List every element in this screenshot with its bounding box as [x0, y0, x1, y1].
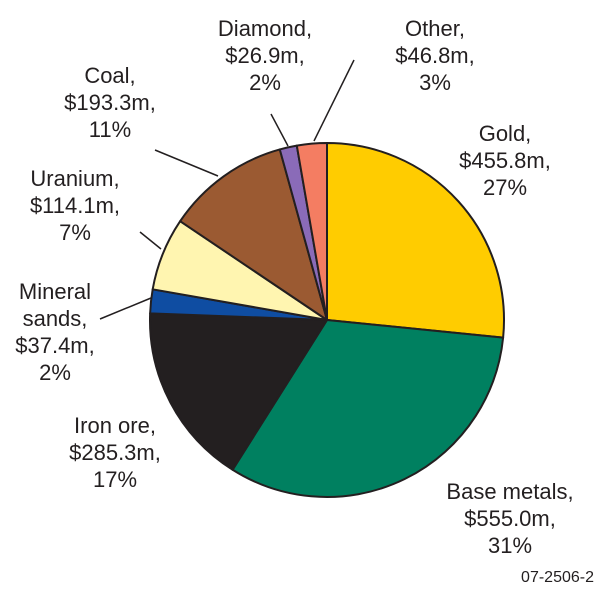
slice-label: Uranium, $114.1m, 7% [0, 165, 155, 246]
leader-line [313, 59, 355, 142]
value-label: $37.4m, [15, 333, 95, 358]
share-label: 2% [39, 360, 71, 385]
slice-label: Coal, $193.3m, 11% [30, 62, 190, 143]
pie-wedge [326, 142, 505, 339]
value-label: $455.8m, [459, 148, 551, 173]
category-label: Diamond, [217, 16, 313, 41]
wedges [149, 142, 505, 498]
leader-line [99, 297, 152, 320]
leader-line [270, 113, 289, 147]
value-label: $26.9m, [225, 43, 305, 68]
value-label: $46.8m, [395, 43, 475, 68]
slice-label: Iron ore, $285.3m, 17% [25, 412, 205, 493]
leader-line [154, 149, 219, 177]
category-label: Iron ore, [74, 413, 156, 438]
pie-wedge [149, 312, 328, 471]
leader-line [139, 231, 162, 250]
slice-label: Other, $46.8m, 3% [355, 15, 515, 96]
slice-label: Gold, $455.8m, 27% [415, 120, 595, 201]
category-label: Gold, [478, 121, 532, 146]
value-label: $114.1m, [29, 193, 121, 218]
category-label: Mineral sands, [18, 279, 92, 331]
category-label: Base metals, [446, 479, 574, 504]
footnote: 07-2506-2 [521, 569, 594, 586]
share-label: 11% [88, 117, 132, 142]
share-label: 27% [482, 175, 528, 200]
pie-wedge [295, 142, 328, 321]
category-label: Other, [405, 16, 465, 41]
share-label: 17% [92, 467, 138, 492]
share-label: 31% [487, 533, 533, 558]
slice-label: Mineral sands, $37.4m, 2% [0, 278, 110, 386]
value-label: $285.3m, [69, 440, 161, 465]
pie-wedge [179, 148, 328, 321]
slice-label: Base metals, $555.0m, 31% [410, 478, 600, 559]
share-label: 2% [249, 70, 281, 95]
value-label: $193.3m, [64, 90, 156, 115]
category-label: Uranium, [30, 166, 120, 191]
slice-label: Diamond, $26.9m, 2% [185, 15, 345, 96]
share-label: 7% [59, 220, 91, 245]
share-label: 3% [419, 70, 451, 95]
category-label: Coal, [84, 63, 136, 88]
value-label: $555.0m, [464, 506, 556, 531]
